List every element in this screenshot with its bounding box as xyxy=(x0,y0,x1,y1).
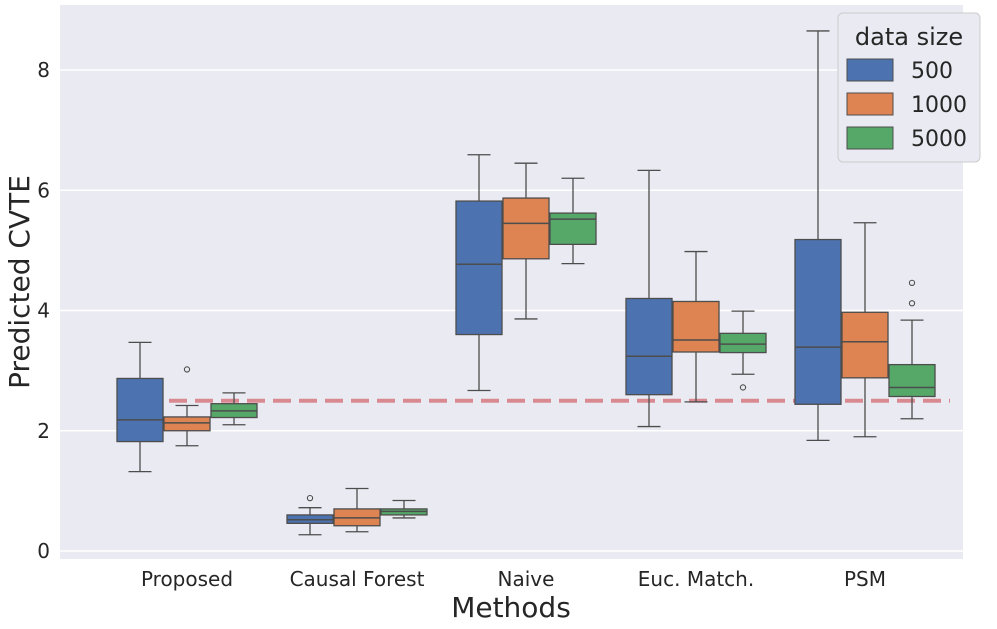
boxes-layer xyxy=(116,30,936,536)
legend-items: 500 1000 5000 xyxy=(846,58,967,152)
box-iqr xyxy=(888,363,936,398)
outlier-point xyxy=(739,384,747,391)
box-5000-proposed xyxy=(210,392,258,426)
x-tick-label: PSM xyxy=(844,567,886,591)
box-iqr xyxy=(794,238,842,405)
legend-swatch-5000 xyxy=(846,126,894,150)
box-5000-naive xyxy=(549,177,597,265)
box-5000-psm xyxy=(888,279,936,420)
box-iqr xyxy=(455,200,503,336)
box-iqr xyxy=(672,300,720,353)
y-tick-label: 4 xyxy=(37,299,50,323)
box-iqr xyxy=(163,416,211,432)
box-iqr xyxy=(549,212,597,246)
legend-swatch-1000 xyxy=(846,92,894,116)
x-tick-label: Naive xyxy=(498,567,555,591)
legend-label-5000: 5000 xyxy=(911,127,967,152)
outlier-point xyxy=(183,366,191,373)
box-1000-psm xyxy=(841,222,889,438)
legend-label-500: 500 xyxy=(911,59,953,84)
box-1000-euc-match- xyxy=(672,250,720,403)
box-iqr xyxy=(502,197,550,260)
outlier-point xyxy=(908,300,916,307)
y-axis-label: Predicted CVTE xyxy=(3,175,36,389)
y-tick-label: 0 xyxy=(37,539,50,563)
legend-swatch-500 xyxy=(846,58,894,82)
x-tick-label: Proposed xyxy=(141,567,233,591)
box-1000-causal-forest xyxy=(333,487,381,533)
box-iqr xyxy=(719,332,767,354)
y-tick-label: 2 xyxy=(37,419,50,443)
legend-title: data size xyxy=(855,23,963,51)
legend: data size 500 1000 5000 xyxy=(837,12,981,163)
outlier-point xyxy=(908,279,916,286)
box-iqr xyxy=(116,377,164,443)
box-1000-proposed xyxy=(163,366,211,447)
box-iqr xyxy=(625,297,673,396)
box-5000-causal-forest xyxy=(380,499,428,519)
box-5000-euc-match- xyxy=(719,310,767,391)
box-500-psm xyxy=(794,30,842,442)
legend-frame xyxy=(837,12,981,163)
y-tick-label: 8 xyxy=(37,58,50,82)
box-500-causal-forest xyxy=(286,494,334,536)
box-iqr xyxy=(841,311,889,379)
legend-label-1000: 1000 xyxy=(911,93,967,118)
box-500-proposed xyxy=(116,341,164,473)
outlier-point xyxy=(306,494,314,502)
box-500-euc-match- xyxy=(625,169,673,428)
x-axis-label: Methods xyxy=(451,591,571,624)
x-tick-label: Causal Forest xyxy=(290,567,425,591)
box-1000-naive xyxy=(502,162,550,320)
box-500-naive xyxy=(455,154,503,392)
x-tick-labels: Proposed Causal Forest Naive Euc. Match. PSM xyxy=(141,567,886,591)
y-tick-label: 6 xyxy=(37,178,50,202)
y-tick-labels: 0 2 4 6 8 xyxy=(37,58,50,563)
x-tick-label: Euc. Match. xyxy=(638,567,754,591)
